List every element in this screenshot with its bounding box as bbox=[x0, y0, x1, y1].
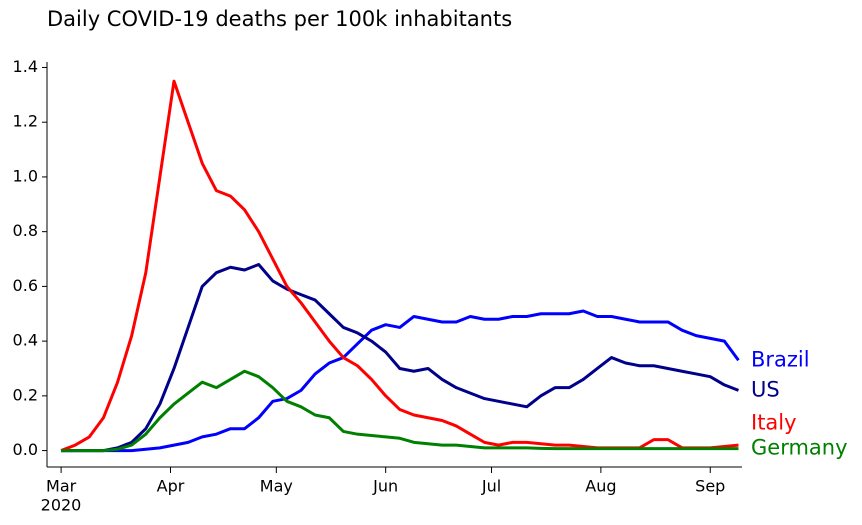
y-tick-label: 1.0 bbox=[13, 166, 38, 185]
series-line bbox=[61, 309, 740, 453]
x-tick-label: Mar bbox=[46, 477, 77, 496]
x-year-label: 2020 bbox=[41, 496, 82, 515]
x-tick-label: Aug bbox=[585, 477, 616, 496]
series-label: Germany bbox=[751, 436, 848, 460]
y-tick-label: 0.8 bbox=[13, 221, 38, 240]
y-tick-label: 1.4 bbox=[13, 57, 38, 76]
series-label: Italy bbox=[751, 411, 797, 435]
chart-title: Daily COVID-19 deaths per 100k inhabitan… bbox=[47, 7, 512, 31]
x-tick-label: Jun bbox=[372, 477, 398, 496]
series-label: US bbox=[751, 377, 780, 401]
series-label: Brazil bbox=[751, 347, 810, 371]
y-tick-label: 0.2 bbox=[13, 385, 38, 404]
x-tick-label: Sep bbox=[695, 477, 725, 496]
x-tick-label: May bbox=[260, 477, 293, 496]
series-line bbox=[61, 369, 739, 453]
x-tick-label: Apr bbox=[157, 477, 185, 496]
y-tick-label: 1.2 bbox=[13, 112, 38, 131]
y-tick-label: 0.0 bbox=[13, 440, 38, 459]
y-tick-label: 0.6 bbox=[13, 276, 38, 295]
series-line bbox=[61, 263, 740, 453]
x-tick-label: Jul bbox=[481, 477, 501, 496]
y-tick-label: 0.4 bbox=[13, 331, 38, 350]
